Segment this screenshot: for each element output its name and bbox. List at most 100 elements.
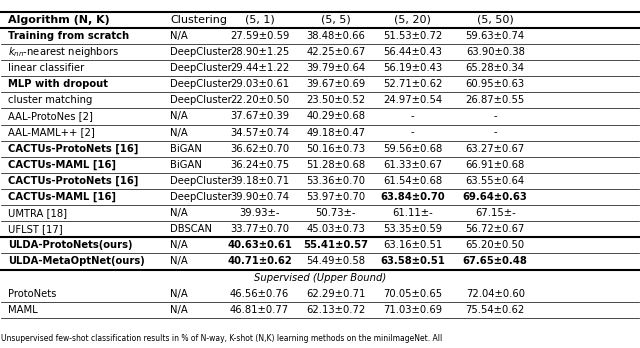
Text: 66.91±0.68: 66.91±0.68: [466, 160, 525, 170]
Text: 63.58±0.51: 63.58±0.51: [380, 256, 445, 267]
Text: 51.53±0.72: 51.53±0.72: [383, 31, 442, 41]
Text: CACTUs-ProtoNets [16]: CACTUs-ProtoNets [16]: [8, 176, 138, 186]
Text: 36.24±0.75: 36.24±0.75: [230, 160, 289, 170]
Text: 65.20±0.50: 65.20±0.50: [466, 240, 525, 250]
Text: 39.67±0.69: 39.67±0.69: [307, 79, 365, 89]
Text: UMTRA [18]: UMTRA [18]: [8, 208, 67, 218]
Text: BiGAN: BiGAN: [170, 144, 202, 154]
Text: 61.11±-: 61.11±-: [392, 208, 433, 218]
Text: Training from scratch: Training from scratch: [8, 31, 129, 41]
Text: N/A: N/A: [170, 240, 188, 250]
Text: 56.44±0.43: 56.44±0.43: [383, 47, 442, 57]
Text: CACTUs-ProtoNets [16]: CACTUs-ProtoNets [16]: [8, 144, 138, 154]
Text: 75.54±0.62: 75.54±0.62: [466, 305, 525, 315]
Text: ULDA-MetaOptNet(ours): ULDA-MetaOptNet(ours): [8, 256, 145, 267]
Text: 40.71±0.62: 40.71±0.62: [227, 256, 292, 267]
Text: 46.81±0.77: 46.81±0.77: [230, 305, 289, 315]
Text: CACTUs-MAML [16]: CACTUs-MAML [16]: [8, 160, 116, 170]
Text: -: -: [411, 111, 414, 121]
Text: 49.18±0.47: 49.18±0.47: [307, 128, 365, 137]
Text: 26.87±0.55: 26.87±0.55: [466, 95, 525, 105]
Text: DeepCluster: DeepCluster: [170, 176, 232, 186]
Text: -: -: [493, 111, 497, 121]
Text: 39.18±0.71: 39.18±0.71: [230, 176, 289, 186]
Text: (5, 20): (5, 20): [394, 15, 431, 25]
Text: 63.84±0.70: 63.84±0.70: [380, 192, 445, 202]
Text: 53.97±0.70: 53.97±0.70: [307, 192, 365, 202]
Text: 65.28±0.34: 65.28±0.34: [466, 63, 525, 73]
Text: cluster matching: cluster matching: [8, 95, 92, 105]
Text: N/A: N/A: [170, 208, 188, 218]
Text: 69.64±0.63: 69.64±0.63: [463, 192, 527, 202]
Text: 50.16±0.73: 50.16±0.73: [307, 144, 365, 154]
Text: N/A: N/A: [170, 111, 188, 121]
Text: 56.19±0.43: 56.19±0.43: [383, 63, 442, 73]
Text: 56.72±0.67: 56.72±0.67: [465, 224, 525, 234]
Text: (5, 1): (5, 1): [244, 15, 275, 25]
Text: BiGAN: BiGAN: [170, 160, 202, 170]
Text: 33.77±0.70: 33.77±0.70: [230, 224, 289, 234]
Text: 39.79±0.64: 39.79±0.64: [307, 63, 365, 73]
Text: 23.50±0.52: 23.50±0.52: [307, 95, 365, 105]
Text: 63.55±0.64: 63.55±0.64: [466, 176, 525, 186]
Text: 38.48±0.66: 38.48±0.66: [307, 31, 365, 41]
Text: DeepCluster: DeepCluster: [170, 192, 232, 202]
Text: DeepCluster: DeepCluster: [170, 63, 232, 73]
Text: 37.67±0.39: 37.67±0.39: [230, 111, 289, 121]
Text: 62.29±0.71: 62.29±0.71: [307, 289, 365, 299]
Text: 29.03±0.61: 29.03±0.61: [230, 79, 289, 89]
Text: 39.90±0.74: 39.90±0.74: [230, 192, 289, 202]
Text: DeepCluster: DeepCluster: [170, 47, 232, 57]
Text: AAL-ProtoNes [2]: AAL-ProtoNes [2]: [8, 111, 93, 121]
Text: (5, 50): (5, 50): [477, 15, 514, 25]
Text: 70.05±0.65: 70.05±0.65: [383, 289, 442, 299]
Text: 39.93±-: 39.93±-: [239, 208, 280, 218]
Text: CACTUs-MAML [16]: CACTUs-MAML [16]: [8, 192, 116, 202]
Text: 50.73±-: 50.73±-: [316, 208, 356, 218]
Text: -: -: [411, 128, 414, 137]
Text: 71.03±0.69: 71.03±0.69: [383, 305, 442, 315]
Text: Supervised (Upper Bound): Supervised (Upper Bound): [254, 272, 386, 283]
Text: 62.13±0.72: 62.13±0.72: [307, 305, 365, 315]
Text: 63.90±0.38: 63.90±0.38: [466, 47, 525, 57]
Text: 52.71±0.62: 52.71±0.62: [383, 79, 442, 89]
Text: $k_{nn}$-nearest neighbors: $k_{nn}$-nearest neighbors: [8, 45, 119, 59]
Text: Clustering: Clustering: [170, 15, 227, 25]
Text: linear classifier: linear classifier: [8, 63, 84, 73]
Text: 45.03±0.73: 45.03±0.73: [307, 224, 365, 234]
Text: DeepCluster: DeepCluster: [170, 95, 232, 105]
Text: 61.54±0.68: 61.54±0.68: [383, 176, 442, 186]
Text: N/A: N/A: [170, 305, 188, 315]
Text: 63.16±0.51: 63.16±0.51: [383, 240, 442, 250]
Text: 42.25±0.67: 42.25±0.67: [307, 47, 365, 57]
Text: 53.36±0.70: 53.36±0.70: [307, 176, 365, 186]
Text: Algorithm (N, K): Algorithm (N, K): [8, 15, 109, 25]
Text: N/A: N/A: [170, 128, 188, 137]
Text: 22.20±0.50: 22.20±0.50: [230, 95, 289, 105]
Text: 51.28±0.68: 51.28±0.68: [307, 160, 365, 170]
Text: 40.29±0.68: 40.29±0.68: [307, 111, 365, 121]
Text: 67.15±-: 67.15±-: [475, 208, 516, 218]
Text: ProtoNets: ProtoNets: [8, 289, 56, 299]
Text: DBSCAN: DBSCAN: [170, 224, 212, 234]
Text: N/A: N/A: [170, 289, 188, 299]
Text: 67.65±0.48: 67.65±0.48: [463, 256, 527, 267]
Text: 59.56±0.68: 59.56±0.68: [383, 144, 442, 154]
Text: MLP with dropout: MLP with dropout: [8, 79, 108, 89]
Text: 53.35±0.59: 53.35±0.59: [383, 224, 442, 234]
Text: UFLST [17]: UFLST [17]: [8, 224, 62, 234]
Text: N/A: N/A: [170, 256, 188, 267]
Text: 60.95±0.63: 60.95±0.63: [466, 79, 525, 89]
Text: 34.57±0.74: 34.57±0.74: [230, 128, 289, 137]
Text: -: -: [493, 128, 497, 137]
Text: 28.90±1.25: 28.90±1.25: [230, 47, 289, 57]
Text: 27.59±0.59: 27.59±0.59: [230, 31, 289, 41]
Text: Unsupervised few-shot classification results in % of N-way, K-shot (N,K) learnin: Unsupervised few-shot classification res…: [1, 334, 443, 343]
Text: 36.62±0.70: 36.62±0.70: [230, 144, 289, 154]
Text: N/A: N/A: [170, 31, 188, 41]
Text: 61.33±0.67: 61.33±0.67: [383, 160, 442, 170]
Text: 54.49±0.58: 54.49±0.58: [307, 256, 365, 267]
Text: 63.27±0.67: 63.27±0.67: [466, 144, 525, 154]
Text: 24.97±0.54: 24.97±0.54: [383, 95, 442, 105]
Text: 29.44±1.22: 29.44±1.22: [230, 63, 289, 73]
